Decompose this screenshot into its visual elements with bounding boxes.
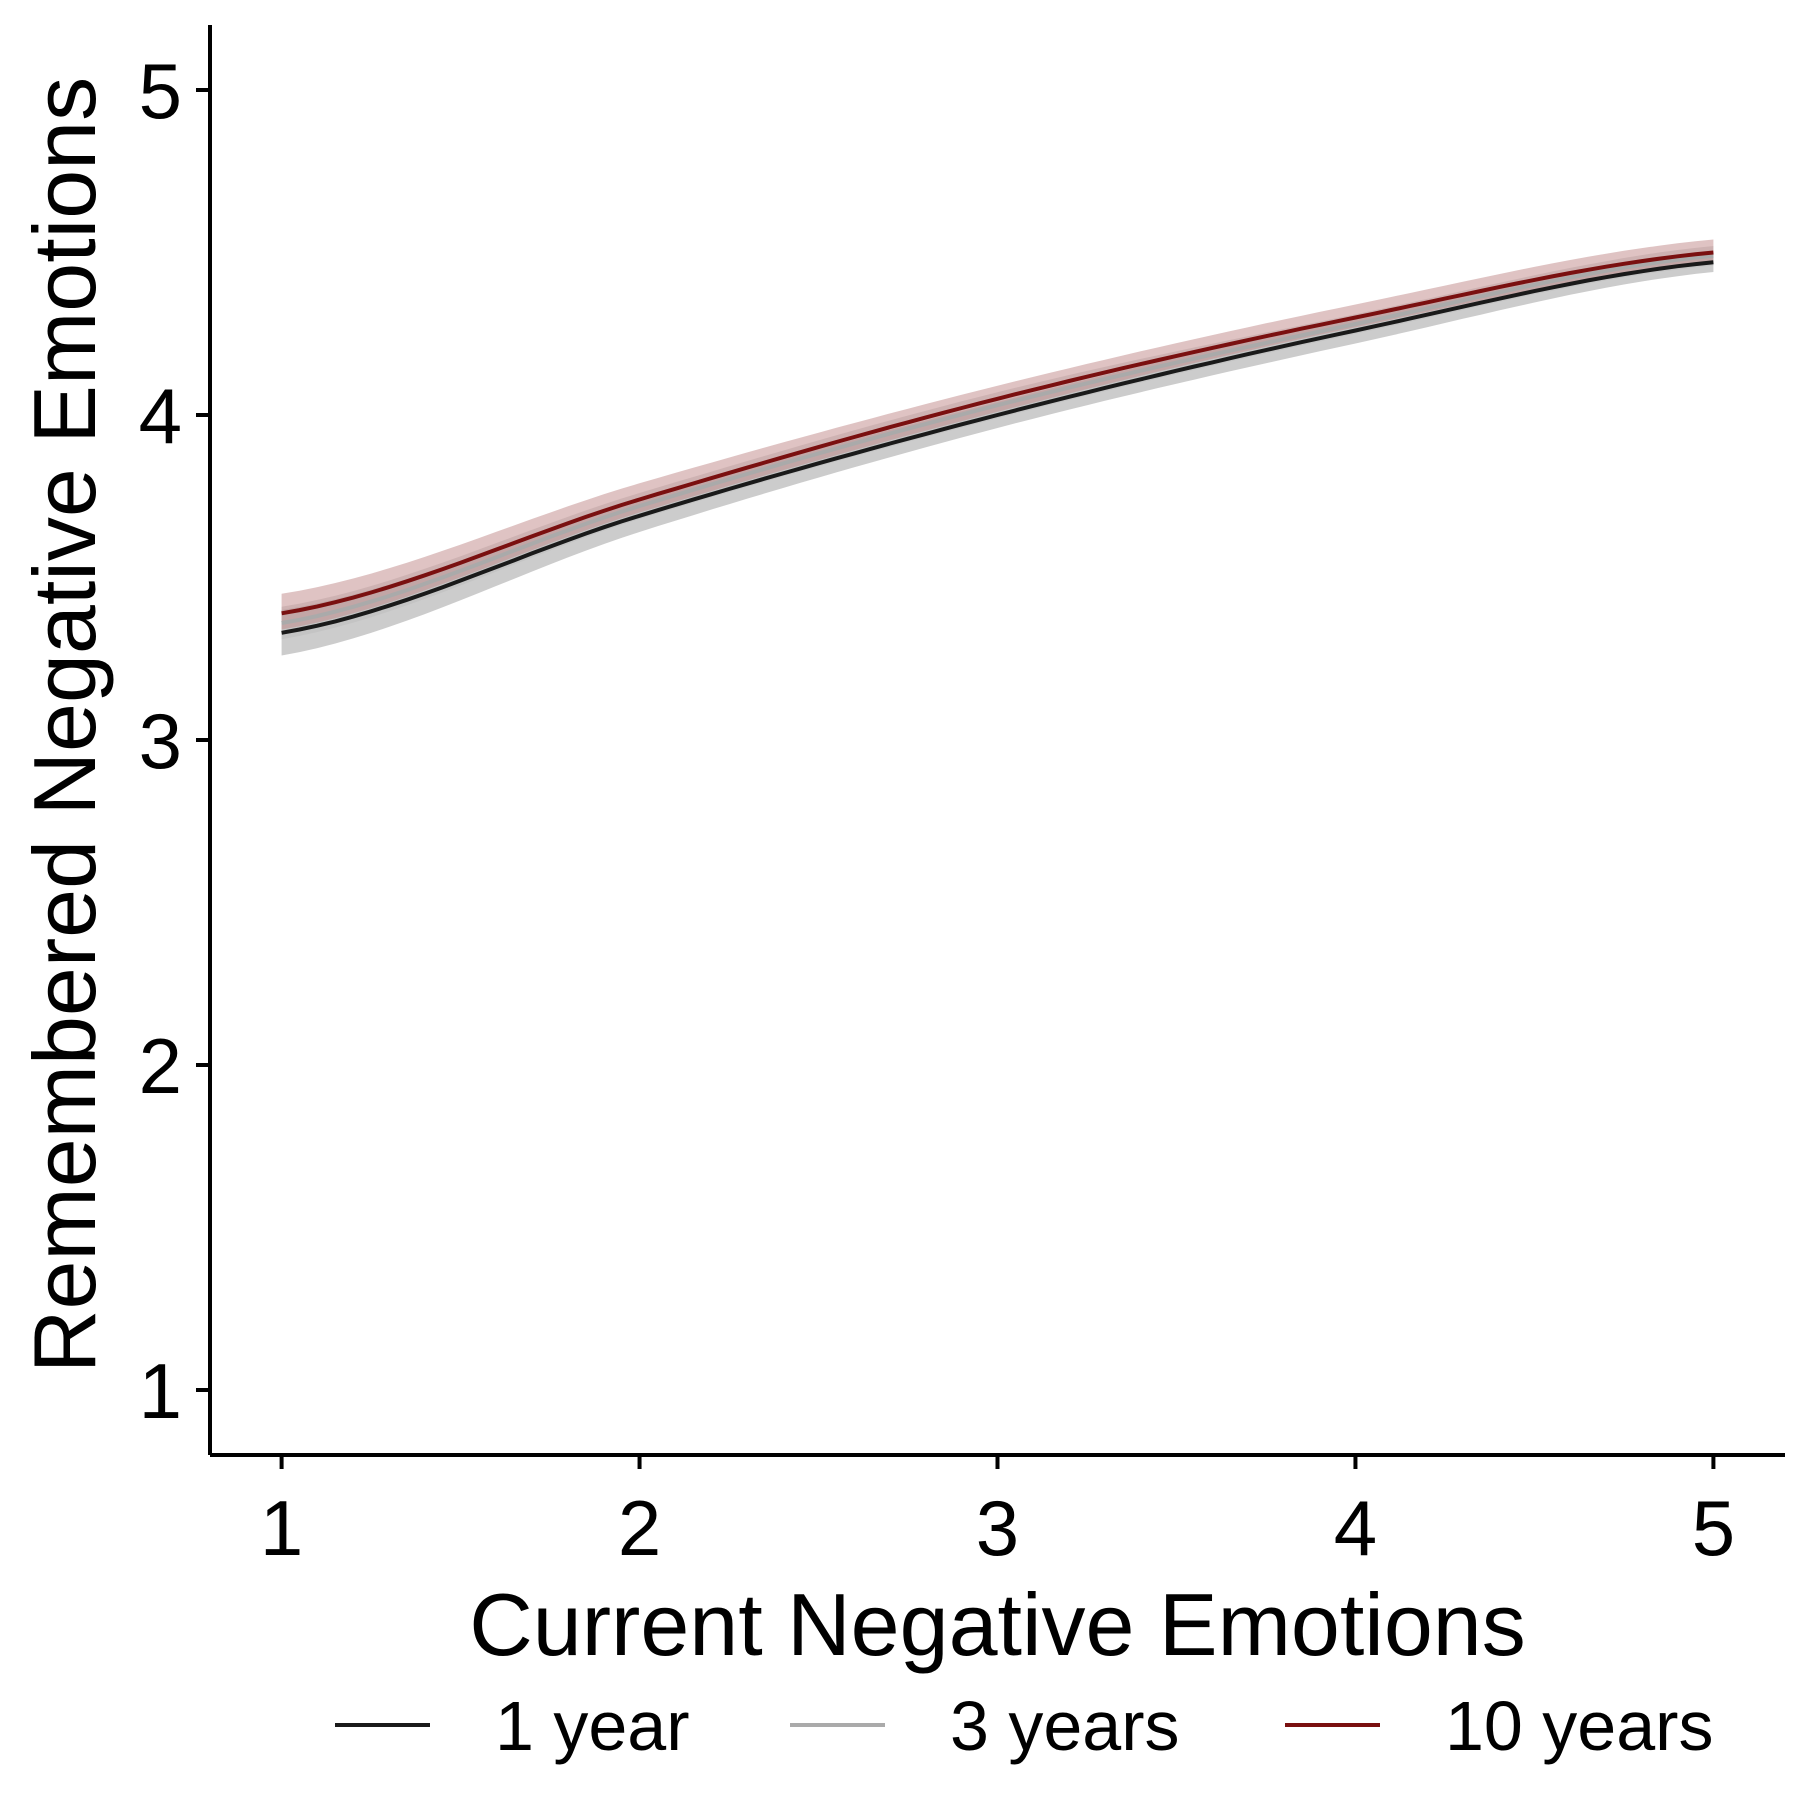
x-tick-label: 5 <box>1692 1484 1735 1572</box>
confidence-band-0 <box>281 252 1714 656</box>
legend-label-2: 10 years <box>1445 1687 1713 1765</box>
x-tick-label: 3 <box>976 1484 1019 1572</box>
legend: 1 year 3 years 10 years <box>335 1687 1713 1765</box>
y-tick-label: 5 <box>139 47 182 135</box>
y-tick-label: 2 <box>139 1022 182 1110</box>
y-tick-label: 1 <box>139 1347 182 1435</box>
confidence-bands <box>281 239 1714 656</box>
x-tick-label: 4 <box>1334 1484 1377 1572</box>
series-line-2 <box>281 250 1714 616</box>
x-tick-label: 2 <box>618 1484 661 1572</box>
legend-label-1: 3 years <box>950 1687 1180 1765</box>
x-axis-title: Current Negative Emotions <box>469 1575 1525 1674</box>
series-line-1 <box>281 253 1714 625</box>
y-axis-ticks: 1 2 3 4 5 <box>139 47 210 1435</box>
y-tick-label: 3 <box>139 697 182 785</box>
series-line-0 <box>281 260 1714 635</box>
x-tick-label: 1 <box>260 1484 303 1572</box>
series-lines <box>281 250 1714 635</box>
legend-label-0: 1 year <box>495 1687 690 1765</box>
y-axis-title: Remembered Negative Emotions <box>15 77 114 1373</box>
x-axis-ticks: 1 2 3 4 5 <box>260 1455 1735 1572</box>
y-tick-label: 4 <box>139 372 182 460</box>
